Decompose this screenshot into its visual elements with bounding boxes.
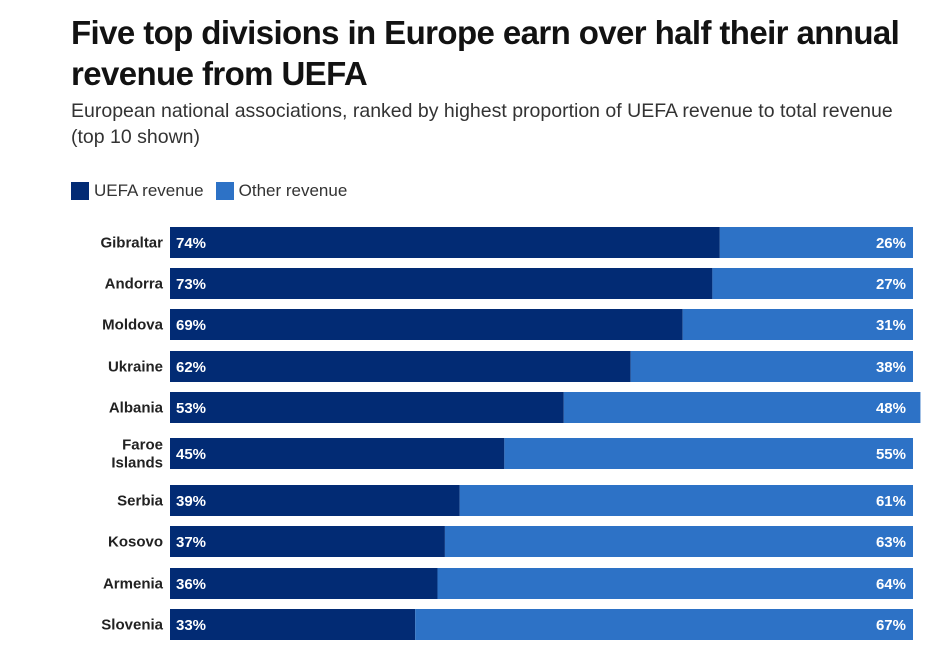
bar-segment-other — [563, 392, 921, 423]
legend-swatch-other — [215, 182, 234, 200]
legend-swatch-uefa — [71, 182, 89, 200]
bar-segment-uefa — [170, 568, 438, 599]
bar-segment-uefa — [170, 268, 713, 299]
category-label: Moldova — [102, 317, 163, 334]
value-label-other: 26% — [876, 235, 906, 252]
value-label-other: 63% — [876, 534, 906, 551]
value-label-other: 31% — [876, 317, 906, 334]
value-label-other: 67% — [876, 617, 906, 634]
bar-segment-other — [437, 568, 913, 599]
category-label: Albania — [109, 400, 164, 417]
bar-segment-other — [444, 526, 913, 557]
bar-segment-other — [682, 309, 913, 340]
legend: UEFA revenue Other revenue — [71, 181, 359, 201]
legend-label-other: Other revenue — [238, 181, 348, 200]
bar-row: Slovenia 33% 67% — [101, 609, 913, 640]
value-label-uefa: 62% — [176, 359, 206, 376]
value-label-other: 38% — [876, 359, 906, 376]
bar-row: Albania 53% 48% — [109, 392, 921, 423]
bar-segment-other — [719, 227, 913, 258]
chart-subtitle: European national associations, ranked b… — [71, 100, 893, 148]
category-label: Kosovo — [108, 534, 163, 551]
bar-segment-uefa — [170, 485, 460, 516]
bar-segment-uefa — [170, 309, 683, 340]
category-label: Gibraltar — [100, 235, 163, 252]
value-label-other: 55% — [876, 446, 906, 463]
bar-segment-uefa — [170, 227, 720, 258]
bar-segment-uefa — [170, 438, 505, 469]
bar-row: Gibraltar 74% 26% — [100, 227, 913, 258]
bar-segment-uefa — [170, 392, 564, 423]
value-label-uefa: 74% — [176, 235, 206, 252]
bar-row: Moldova 69% 31% — [102, 309, 913, 340]
legend-label-uefa: UEFA revenue — [94, 181, 204, 200]
bar-segment-uefa — [170, 609, 416, 640]
category-label: Armenia — [103, 576, 164, 593]
bar-row: Andorra 73% 27% — [105, 268, 913, 299]
category-label: Andorra — [105, 276, 164, 293]
value-label-uefa: 36% — [176, 576, 206, 593]
category-label: Islands — [111, 455, 163, 472]
value-label-other: 27% — [876, 276, 906, 293]
bar-row: Ukraine 62% 38% — [108, 351, 913, 382]
legend-item-other: Other revenue — [215, 181, 348, 201]
value-label-uefa: 37% — [176, 534, 206, 551]
category-label: Serbia — [117, 493, 164, 510]
bar-segment-other — [504, 438, 913, 469]
value-label-other: 61% — [876, 493, 906, 510]
category-label: Ukraine — [108, 359, 163, 376]
value-label-other: 64% — [876, 576, 906, 593]
value-label-uefa: 45% — [176, 446, 206, 463]
category-label: Faroe — [122, 437, 163, 454]
legend-item-uefa: UEFA revenue — [71, 181, 204, 201]
bar-segment-uefa — [170, 351, 631, 382]
bar-segment-other — [630, 351, 913, 382]
bar-row: Kosovo 37% 63% — [108, 526, 913, 557]
bar-row: Serbia 39% 61% — [117, 485, 913, 516]
chart-title: Five top divisions in Europe earn over h… — [71, 14, 900, 92]
bar-segment-other — [712, 268, 913, 299]
value-label-uefa: 73% — [176, 276, 206, 293]
value-label-uefa: 69% — [176, 317, 206, 334]
bar-segment-other — [415, 609, 913, 640]
value-label-uefa: 33% — [176, 617, 206, 634]
value-label-uefa: 39% — [176, 493, 206, 510]
category-label: Slovenia — [101, 617, 163, 634]
bar-segment-uefa — [170, 526, 445, 557]
bar-row: Armenia 36% 64% — [103, 568, 913, 599]
value-label-other: 48% — [876, 400, 906, 417]
value-label-uefa: 53% — [176, 400, 206, 417]
bar-segment-other — [459, 485, 913, 516]
